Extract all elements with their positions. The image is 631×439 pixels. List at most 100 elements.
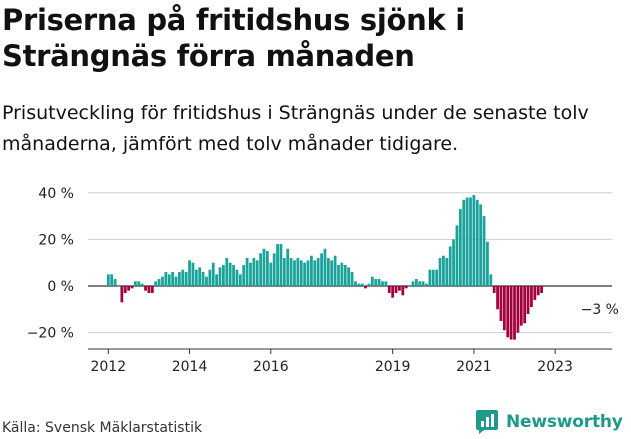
bar	[323, 248, 327, 286]
bar	[455, 225, 459, 286]
grid-lines	[88, 192, 612, 334]
bar	[438, 258, 442, 286]
bar	[147, 286, 151, 293]
bar	[272, 253, 276, 286]
bar	[354, 281, 357, 286]
bar	[228, 262, 232, 286]
bar	[469, 197, 472, 286]
y-tick-label: 20 %	[38, 232, 74, 248]
bar	[134, 281, 137, 286]
bar	[299, 260, 303, 286]
bar	[161, 276, 164, 286]
bar	[184, 272, 188, 286]
bar	[252, 258, 256, 286]
bar	[167, 274, 171, 286]
bar	[117, 286, 120, 287]
bar	[340, 262, 344, 286]
bar	[245, 258, 249, 286]
bar	[113, 279, 117, 286]
bar	[320, 253, 323, 286]
bar	[225, 258, 229, 286]
newsworthy-logo[interactable]: Newsworthy	[474, 409, 623, 435]
bar	[154, 281, 158, 286]
bar	[516, 286, 520, 333]
bar	[242, 265, 246, 286]
y-tick-label: −20 %	[27, 326, 74, 342]
bar	[472, 195, 476, 286]
x-axis: 2012 2014 2016 2019 2021 2023	[88, 348, 612, 375]
bar	[181, 269, 185, 286]
bar	[448, 246, 452, 286]
bar	[519, 286, 523, 326]
bar	[178, 272, 181, 286]
bar	[110, 274, 114, 286]
brand-name: Newsworthy	[506, 412, 623, 432]
bar	[421, 281, 425, 286]
bar	[130, 286, 134, 289]
bar	[157, 279, 161, 286]
bar	[530, 286, 533, 307]
bar	[506, 286, 510, 338]
x-tick-label: 2012	[90, 359, 126, 375]
bar	[381, 281, 384, 286]
bar	[211, 262, 215, 286]
bar	[188, 260, 191, 286]
bar	[499, 286, 503, 321]
bar	[269, 262, 273, 286]
bar	[330, 260, 334, 286]
bar	[218, 267, 222, 286]
bar	[208, 269, 212, 286]
chart-subtitle: Prisutveckling för fritidshus i Strängnä…	[2, 102, 589, 155]
bar	[465, 197, 469, 286]
bar	[523, 286, 527, 324]
bar	[194, 269, 198, 286]
bar	[279, 244, 283, 286]
bar	[127, 286, 131, 291]
bar	[150, 286, 154, 293]
last-value-label: −3 %	[581, 302, 619, 318]
bar	[513, 286, 516, 340]
bar	[391, 286, 395, 298]
bar	[140, 283, 144, 286]
annotations: −3 %	[581, 302, 619, 318]
bar	[411, 281, 415, 286]
x-tick-label: 2023	[537, 359, 573, 375]
bar	[137, 281, 141, 286]
bar	[452, 239, 455, 286]
bar	[259, 253, 263, 286]
bar-chart: −20 % 0 % 20 % 40 % 2012 2014 2016 2019 2021 202…	[27, 186, 619, 375]
bar	[425, 283, 428, 286]
bar	[414, 279, 418, 286]
bars	[106, 195, 543, 340]
bar	[479, 204, 483, 286]
bar	[442, 255, 445, 286]
bar	[486, 241, 489, 286]
bar	[435, 269, 439, 286]
bar	[201, 272, 205, 286]
bar	[326, 258, 330, 286]
bar	[428, 269, 432, 286]
source-note: Källa: Svensk Mäklarstatistik	[2, 420, 203, 436]
bar	[306, 260, 310, 286]
bar	[289, 258, 293, 286]
bar	[123, 286, 127, 293]
bar	[482, 216, 486, 286]
bar	[310, 255, 313, 286]
bar	[492, 286, 496, 293]
bar	[401, 286, 405, 296]
bar	[255, 260, 259, 286]
bar	[377, 279, 381, 286]
bar	[387, 286, 391, 293]
bar	[316, 258, 320, 286]
x-tick-label: 2014	[172, 359, 208, 375]
bar	[293, 260, 296, 286]
bar	[384, 281, 388, 286]
bar	[374, 279, 378, 286]
chart-title: Priserna på fritidshus sjönk i Strängnäs…	[2, 3, 465, 73]
x-tick-label: 2019	[375, 359, 411, 375]
bar	[205, 276, 208, 286]
bar	[350, 272, 354, 286]
bar	[106, 274, 110, 286]
bar	[232, 265, 235, 286]
bar	[303, 262, 307, 286]
